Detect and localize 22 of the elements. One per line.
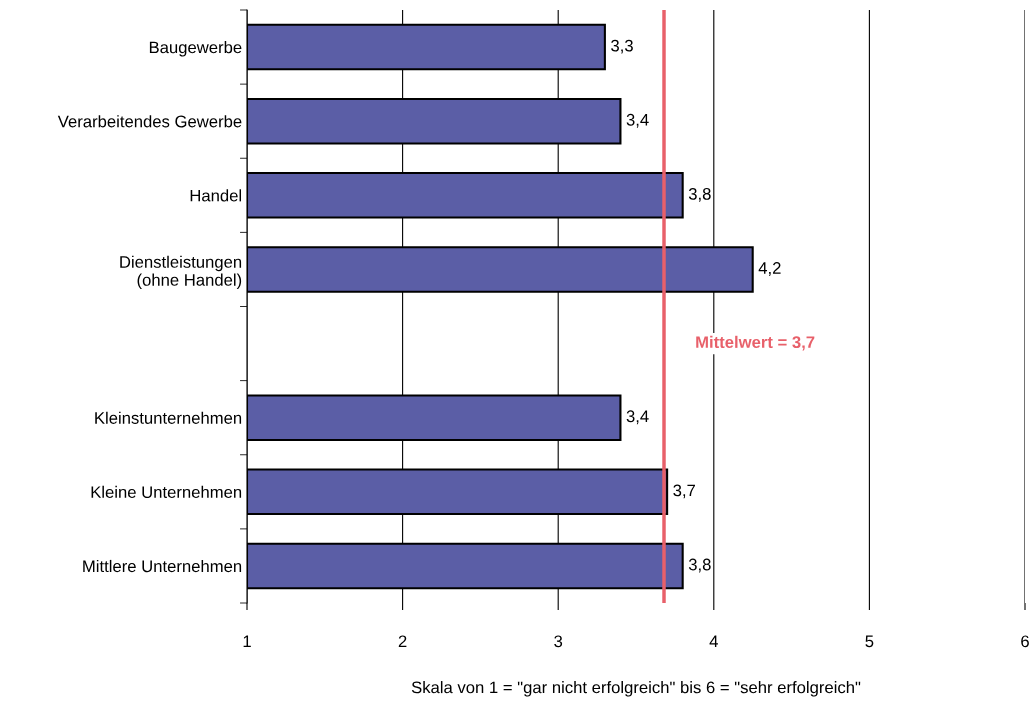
x-tick-label: 2 xyxy=(398,635,407,648)
y-tick-label: Kleinstunternehmen xyxy=(95,411,242,424)
x-tick-label: 3 xyxy=(554,635,563,648)
y-tick-label: Mittlere Unternehmen xyxy=(83,559,242,573)
data-label: 3,8 xyxy=(688,187,711,202)
data-label: 4,2 xyxy=(758,262,781,276)
y-tick-label: Handel xyxy=(190,189,242,202)
y-tick-label: Kleine Unternehmen xyxy=(91,485,242,499)
x-tick-label: 6 xyxy=(1021,635,1029,648)
data-label: 3,8 xyxy=(688,558,711,573)
data-label: 3,4 xyxy=(626,113,649,128)
x-tick-label: 1 xyxy=(243,635,251,648)
x-tick-label: 4 xyxy=(709,635,718,648)
x-tick-label: 5 xyxy=(865,635,874,648)
y-tick-label: Verarbeitendes Gewerbe xyxy=(57,115,242,128)
data-label: 3,3 xyxy=(611,39,633,54)
data-label: 3,7 xyxy=(673,484,696,499)
ref-line-label: Mittelwert = 3,7 xyxy=(696,335,815,351)
x-axis-title: Skala von 1 = "gar nicht erfolgreich" bis 6 = "sehr erfolgreich" xyxy=(411,681,861,697)
data-label: 3,4 xyxy=(626,410,649,425)
y-tick-label: Dienstleistungen (ohne Handel) xyxy=(120,255,242,290)
y-tick-label: Baugewerbe xyxy=(149,41,242,57)
